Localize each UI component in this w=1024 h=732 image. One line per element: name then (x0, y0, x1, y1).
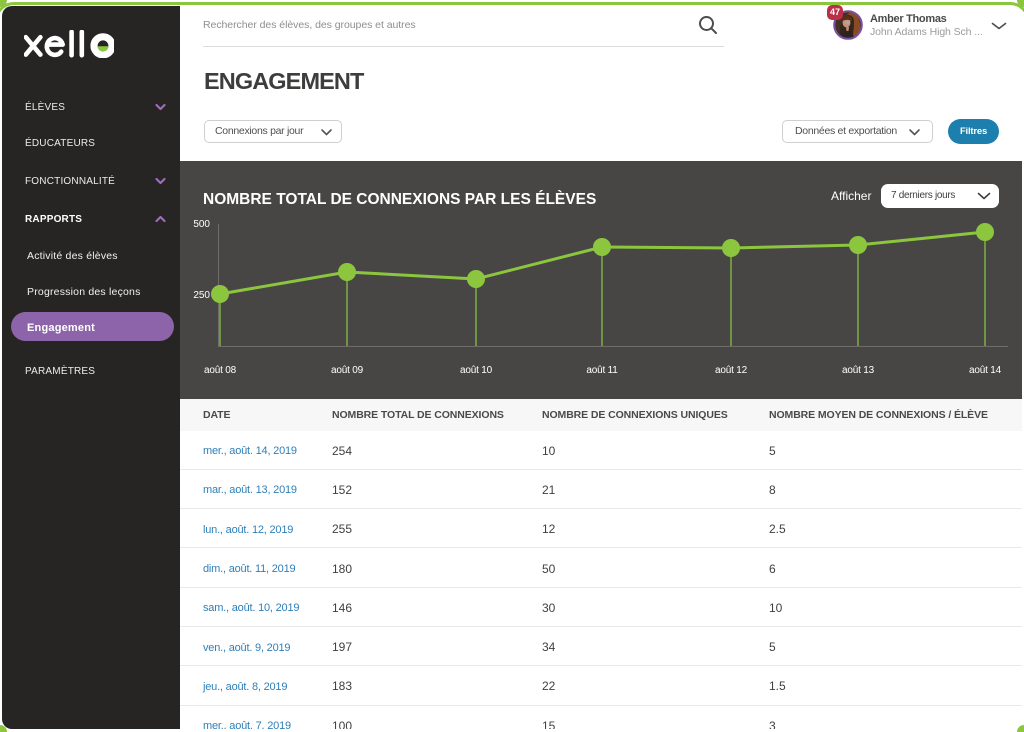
svg-text:août 14: août 14 (969, 365, 1002, 376)
svg-text:août 11: août 11 (586, 365, 618, 376)
svg-text:août 09: août 09 (331, 365, 364, 376)
svg-text:500: 500 (193, 219, 210, 230)
svg-text:250: 250 (193, 290, 210, 301)
svg-text:août 12: août 12 (715, 365, 748, 376)
svg-text:août 13: août 13 (842, 365, 875, 376)
svg-text:août 08: août 08 (204, 365, 237, 376)
svg-text:août 10: août 10 (460, 365, 493, 376)
